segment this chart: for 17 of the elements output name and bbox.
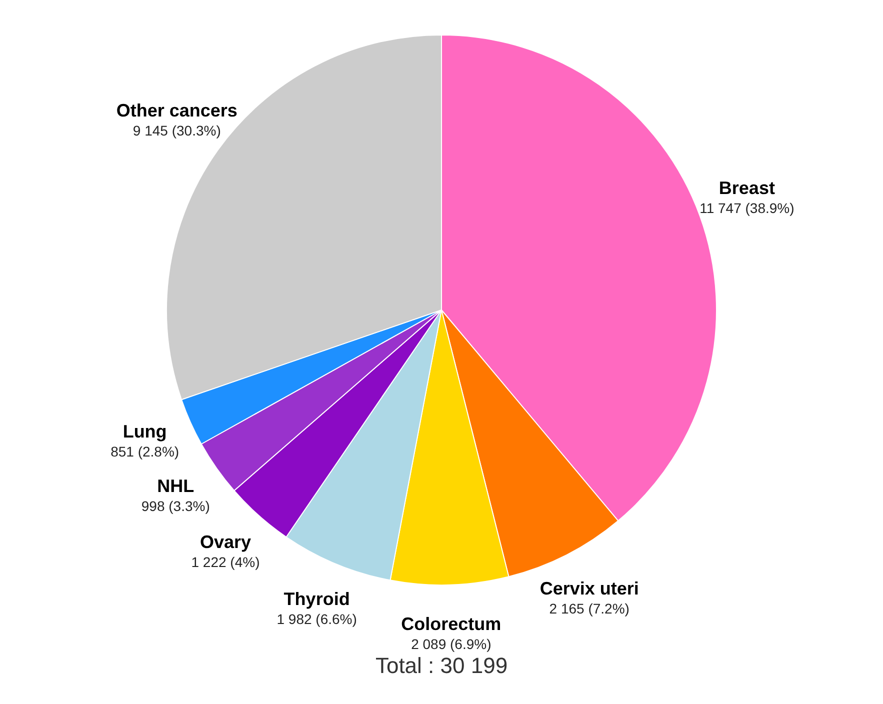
slice-label: Colorectum: [401, 614, 502, 634]
slice-label: Other cancers: [116, 100, 238, 120]
slice-label: Breast: [718, 178, 775, 198]
data-label: 851 (2.8%): [110, 444, 180, 460]
slice-label: NHL: [157, 476, 194, 496]
slice-label: Cervix uteri: [540, 578, 639, 598]
slice-label: Ovary: [200, 532, 252, 552]
data-label: 1 982 (6.6%): [276, 611, 357, 628]
data-label: 2 165 (7.2%): [549, 600, 630, 616]
data-label: 2 089 (6.9%): [411, 636, 492, 652]
data-label: 1 222 (4%): [191, 554, 260, 570]
slice-label: Lung: [122, 422, 167, 442]
data-label: 11 747 (38.9%): [700, 200, 794, 216]
slice-label: Thyroid: [284, 589, 350, 610]
data-label: 998 (3.3%): [141, 498, 210, 514]
text: Total : 30 199: [375, 652, 508, 678]
data-label: 9 145 (30.3%): [132, 122, 221, 138]
